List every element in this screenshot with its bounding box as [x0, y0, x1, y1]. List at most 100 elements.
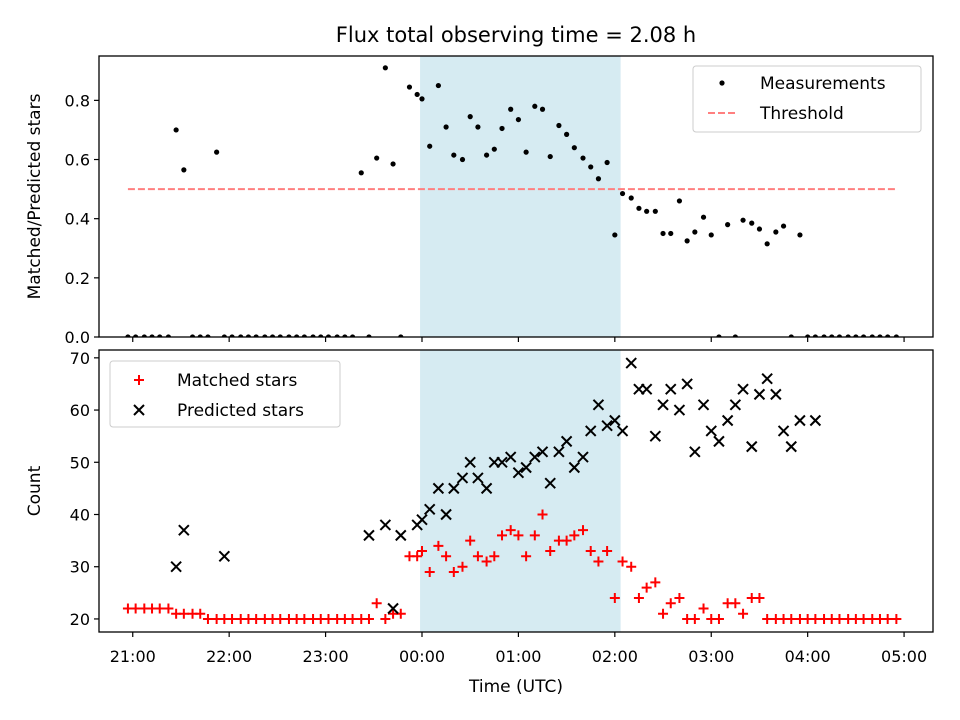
bottom-series-predicted-stars-point — [577, 451, 589, 463]
top-series-measurements-point — [467, 114, 473, 120]
bottom-series-predicted-stars-point — [770, 388, 782, 401]
top-shaded-interval — [420, 56, 621, 337]
top-series-measurements-point — [764, 241, 770, 247]
bottom-series-predicted-stars-point — [585, 425, 597, 437]
bottom-series-matched-stars-point — [323, 613, 334, 624]
bottom-ytick-label: 60 — [70, 401, 90, 420]
bottom-series-predicted-stars-point — [689, 446, 701, 458]
top-series-measurements-point — [692, 229, 698, 235]
bottom-series-predicted-stars-point — [363, 529, 375, 542]
bottom-series-matched-stars-point — [347, 613, 358, 624]
bottom-series-predicted-stars-point — [395, 529, 407, 542]
bottom-series-matched-stars-point — [658, 608, 669, 619]
bottom-series-matched-stars-point — [641, 582, 652, 593]
bottom-series-predicted-stars-point — [794, 414, 806, 427]
bottom-series-matched-stars-point — [441, 551, 452, 562]
top-axes-frame — [98, 55, 934, 338]
top-series-measurements-point — [214, 149, 220, 155]
bottom-xtick-label: 21:00 — [110, 647, 156, 666]
bottom-series-predicted-stars-point — [416, 514, 428, 526]
bottom-series-predicted-stars-point — [785, 440, 797, 453]
top-ylabel: Matched/Predicted stars — [25, 93, 45, 299]
bottom-legend-label: Matched stars — [177, 371, 297, 391]
bottom-series-predicted-stars-point — [592, 399, 605, 411]
bottom-series-matched-stars-point — [363, 613, 374, 624]
top-ytick-label: 0.2 — [65, 269, 90, 288]
bottom-series-matched-stars-point — [457, 561, 468, 572]
bottom-series-matched-stars-point — [674, 593, 685, 604]
top-series-measurements-point — [414, 91, 420, 98]
bottom-ytick-label: 50 — [70, 453, 90, 472]
top-series-measurements-point — [604, 159, 610, 166]
top-ytick-label: 0.6 — [65, 151, 90, 170]
bottom-xtick-label: 04:00 — [785, 647, 831, 666]
top-series-measurements-point — [564, 131, 570, 137]
bottom-series-matched-stars-point — [650, 577, 661, 588]
bottom-xtick-label: 01:00 — [495, 647, 541, 666]
top-series-measurements-point — [660, 230, 666, 237]
bottom-xtick-label: 23:00 — [303, 647, 349, 666]
bottom-series-predicted-stars-point — [520, 461, 532, 474]
bottom-series-matched-stars-point — [609, 593, 620, 604]
bottom-series-predicted-stars — [170, 357, 822, 615]
bottom-series-predicted-stars-point — [609, 414, 621, 427]
bottom-series-predicted-stars-point — [170, 561, 182, 573]
bottom-series-matched-stars — [122, 509, 902, 624]
bottom-series-predicted-stars-point — [432, 482, 445, 495]
bottom-series-matched-stars-point — [521, 551, 532, 562]
bottom-series-matched-stars-point — [545, 546, 556, 557]
bottom-legend: Matched stars Predicted stars — [109, 360, 341, 428]
top-series-measurements-point — [619, 190, 626, 197]
bottom-series-predicted-stars-point — [673, 404, 686, 416]
bottom-series-matched-stars-point — [537, 509, 548, 520]
top-series-measurements-point — [612, 232, 618, 238]
top-series-measurements-point — [588, 164, 594, 170]
top-series-measurements-point — [419, 96, 425, 102]
bottom-series-matched-stars-point — [412, 551, 423, 562]
bottom-series-predicted-stars-point — [761, 373, 773, 385]
bottom-series-matched-stars-point — [416, 546, 427, 557]
top-series-measurements-point — [652, 208, 658, 214]
bottom-series-matched-stars-point — [602, 546, 613, 557]
bottom-ytick-label: 20 — [70, 610, 90, 629]
bottom-legend-label: Predicted stars — [177, 401, 304, 421]
bottom-series-predicted-stars-point — [777, 425, 790, 437]
top-legend: Measurements Threshold — [692, 65, 922, 133]
bottom-series-matched-stars-point — [202, 613, 213, 624]
top-series-measurements-point — [700, 214, 707, 220]
bottom-series-predicted-stars-point — [560, 435, 573, 448]
top-series-measurements-point — [749, 220, 755, 226]
bottom-xtick-label: 05:00 — [881, 647, 927, 666]
bottom-series-matched-stars-point — [593, 556, 604, 567]
top-series-measurements-point — [499, 125, 505, 132]
bottom-xtick-label: 00:00 — [399, 647, 445, 666]
bottom-series-matched-stars-point — [424, 566, 435, 577]
top-series-measurements-point — [595, 176, 602, 182]
top-legend-marker — [719, 80, 725, 86]
bottom-series-predicted-stars-point — [512, 467, 525, 479]
bottom-series-matched-stars-point — [754, 593, 765, 604]
bottom-series-matched-stars-point — [626, 561, 637, 572]
top-series-measurements-point — [708, 232, 714, 238]
bottom-series-matched-stars-point — [762, 613, 773, 624]
top-series-measurements-point — [668, 230, 674, 237]
bottom-legend-marker — [134, 375, 144, 385]
top-series-measurements-point — [539, 106, 546, 112]
bottom-series-predicted-stars-point — [568, 461, 581, 474]
bottom-series-matched-stars-point — [489, 551, 500, 562]
top-series-measurements-point — [556, 122, 562, 129]
top-series-measurements-point — [676, 198, 683, 204]
bottom-series-matched-stars-point — [505, 525, 516, 536]
bottom-series-matched-stars-point — [810, 613, 821, 624]
top-ytick-label: 0.4 — [65, 210, 90, 229]
bottom-ytick-label: 30 — [70, 558, 90, 577]
bottom-series-predicted-stars-point — [456, 472, 469, 484]
bottom-series-matched-stars-point — [633, 593, 644, 604]
top-series-measurements-point — [358, 170, 364, 176]
top-series-measurements-point — [491, 146, 497, 152]
bottom-series-matched-stars-point — [275, 613, 286, 624]
bottom-panel: 20 30 40 50 60 70 21:00 22:00 23:00 00:00 01:00 02:… — [25, 349, 934, 697]
top-series-measurements-point — [684, 238, 690, 244]
bottom-series-matched-stars-point — [178, 608, 189, 619]
